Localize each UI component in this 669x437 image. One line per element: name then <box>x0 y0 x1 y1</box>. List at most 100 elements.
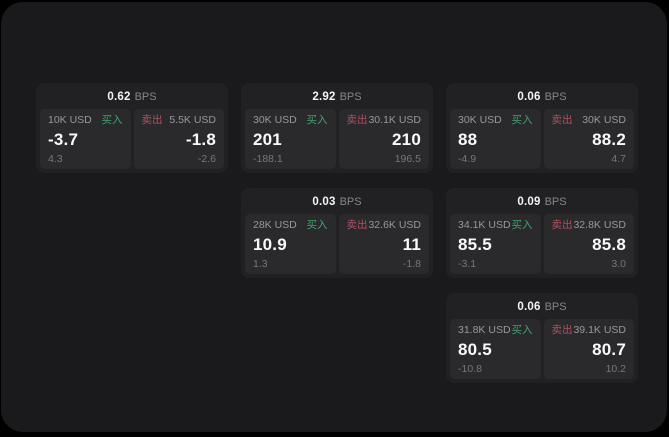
card-header: 0.03 BPS <box>245 192 429 211</box>
buy-price: -3.7 <box>48 130 79 149</box>
buy-tile-header: 30K USD 买入 <box>253 115 328 126</box>
buy-price: 201 <box>253 130 282 149</box>
sell-side-label: 卖出 <box>551 324 573 336</box>
buy-side-label: 买入 <box>511 324 533 336</box>
sell-side-label: 卖出 <box>346 114 368 126</box>
sell-tile-header: 卖出 30K USD <box>552 115 627 126</box>
sell-tile-header: 卖出 39.1K USD <box>552 325 627 336</box>
sell-notional: 32.6K USD <box>368 219 421 231</box>
quote-pair: 30K USD 买入 201 -188.1 卖出 30.1K USD 210 1… <box>245 109 429 169</box>
sell-price: 11 <box>402 235 421 254</box>
buy-notional: 28K USD <box>253 219 297 231</box>
sell-tile-header: 卖出 32.8K USD <box>552 220 627 231</box>
quote-card: 0.03 BPS 28K USD 买入 10.9 1.3 卖出 32.6K US… <box>241 188 433 278</box>
quote-card: 0.09 BPS 34.1K USD 买入 85.5 -3.1 卖出 32.8K… <box>446 188 638 278</box>
bps-unit-label: BPS <box>339 195 362 208</box>
sell-change: 3.0 <box>611 257 626 270</box>
sell-notional: 30.1K USD <box>368 114 421 126</box>
buy-change: -4.9 <box>458 152 477 165</box>
sell-quote-tile[interactable]: 卖出 30K USD 88.2 4.7 <box>543 109 634 169</box>
buy-change: -3.1 <box>458 257 477 270</box>
sell-notional: 32.8K USD <box>573 219 626 231</box>
buy-price: 10.9 <box>253 235 287 254</box>
sell-price: -1.8 <box>185 130 216 149</box>
sell-quote-tile[interactable]: 卖出 5.5K USD -1.8 -2.6 <box>133 109 224 169</box>
buy-quote-tile[interactable]: 31.8K USD 买入 80.5 -10.8 <box>450 319 541 379</box>
sell-price: 210 <box>392 130 421 149</box>
buy-price: 85.5 <box>458 235 492 254</box>
sell-price: 85.8 <box>592 235 626 254</box>
card-header: 0.06 BPS <box>450 297 634 316</box>
buy-side-label: 买入 <box>511 219 533 231</box>
buy-quote-tile[interactable]: 34.1K USD 买入 85.5 -3.1 <box>450 214 541 274</box>
bps-value: 0.06 <box>517 300 541 313</box>
quote-pair: 30K USD 买入 88 -4.9 卖出 30K USD 88.2 4.7 <box>450 109 634 169</box>
buy-quote-tile[interactable]: 30K USD 买入 88 -4.9 <box>450 109 541 169</box>
card-header: 2.92 BPS <box>245 87 429 106</box>
quote-card: 0.06 BPS 31.8K USD 买入 80.5 -10.8 卖出 39.1… <box>446 293 638 383</box>
buy-tile-header: 10K USD 买入 <box>48 115 123 126</box>
sell-side-label: 卖出 <box>551 219 573 231</box>
sell-notional: 5.5K USD <box>169 114 216 126</box>
sell-tile-header: 卖出 32.6K USD <box>347 220 422 231</box>
quote-pair: 28K USD 买入 10.9 1.3 卖出 32.6K USD 11 -1.8 <box>245 214 429 274</box>
buy-tile-header: 31.8K USD 买入 <box>458 325 533 336</box>
sell-price: 88.2 <box>592 130 626 149</box>
buy-price: 88 <box>458 130 478 149</box>
sell-price: 80.7 <box>592 340 626 359</box>
sell-notional: 39.1K USD <box>573 324 626 336</box>
sell-quote-tile[interactable]: 卖出 32.6K USD 11 -1.8 <box>338 214 429 274</box>
buy-notional: 31.8K USD <box>458 324 511 336</box>
sell-quote-tile[interactable]: 卖出 32.8K USD 85.8 3.0 <box>543 214 634 274</box>
buy-notional: 10K USD <box>48 114 92 126</box>
buy-side-label: 买入 <box>101 114 123 126</box>
bps-value: 0.09 <box>517 195 541 208</box>
buy-tile-header: 30K USD 买入 <box>458 115 533 126</box>
quote-card: 2.92 BPS 30K USD 买入 201 -188.1 卖出 30.1K … <box>241 83 433 173</box>
buy-change: -188.1 <box>253 152 283 165</box>
sell-change: -1.8 <box>402 257 421 270</box>
bps-value: 0.03 <box>312 195 336 208</box>
quote-pair: 34.1K USD 买入 85.5 -3.1 卖出 32.8K USD 85.8… <box>450 214 634 274</box>
sell-quote-tile[interactable]: 卖出 39.1K USD 80.7 10.2 <box>543 319 634 379</box>
sell-side-label: 卖出 <box>141 114 163 126</box>
buy-tile-header: 34.1K USD 买入 <box>458 220 533 231</box>
quote-card: 0.62 BPS 10K USD 买入 -3.7 4.3 卖出 5.5K USD… <box>36 83 228 173</box>
buy-tile-header: 28K USD 买入 <box>253 220 328 231</box>
buy-change: -10.8 <box>458 362 482 375</box>
buy-quote-tile[interactable]: 28K USD 买入 10.9 1.3 <box>245 214 336 274</box>
sell-tile-header: 卖出 30.1K USD <box>347 115 422 126</box>
bps-value: 0.06 <box>517 90 541 103</box>
buy-change: 1.3 <box>253 257 268 270</box>
sell-side-label: 卖出 <box>346 219 368 231</box>
sell-tile-header: 卖出 5.5K USD <box>142 115 217 126</box>
sell-notional: 30K USD <box>582 114 626 126</box>
bps-unit-label: BPS <box>544 195 567 208</box>
trading-quotes-panel: 0.62 BPS 10K USD 买入 -3.7 4.3 卖出 5.5K USD… <box>1 2 667 432</box>
bps-unit-label: BPS <box>544 90 567 103</box>
sell-change: -2.6 <box>197 152 216 165</box>
buy-side-label: 买入 <box>306 114 328 126</box>
sell-change: 4.7 <box>611 152 626 165</box>
bps-unit-label: BPS <box>544 300 567 313</box>
buy-side-label: 买入 <box>306 219 328 231</box>
buy-notional: 30K USD <box>458 114 502 126</box>
card-header: 0.06 BPS <box>450 87 634 106</box>
buy-notional: 30K USD <box>253 114 297 126</box>
buy-change: 4.3 <box>48 152 63 165</box>
quote-card: 0.06 BPS 30K USD 买入 88 -4.9 卖出 30K USD 8… <box>446 83 638 173</box>
buy-side-label: 买入 <box>511 114 533 126</box>
quote-pair: 10K USD 买入 -3.7 4.3 卖出 5.5K USD -1.8 -2.… <box>40 109 224 169</box>
bps-value: 0.62 <box>107 90 131 103</box>
quote-pair: 31.8K USD 买入 80.5 -10.8 卖出 39.1K USD 80.… <box>450 319 634 379</box>
bps-unit-label: BPS <box>339 90 362 103</box>
buy-notional: 34.1K USD <box>458 219 511 231</box>
buy-quote-tile[interactable]: 30K USD 买入 201 -188.1 <box>245 109 336 169</box>
buy-quote-tile[interactable]: 10K USD 买入 -3.7 4.3 <box>40 109 131 169</box>
sell-side-label: 卖出 <box>551 114 573 126</box>
bps-unit-label: BPS <box>134 90 157 103</box>
sell-change: 10.2 <box>605 362 626 375</box>
sell-change: 196.5 <box>394 152 421 165</box>
sell-quote-tile[interactable]: 卖出 30.1K USD 210 196.5 <box>338 109 429 169</box>
bps-value: 2.92 <box>312 90 336 103</box>
